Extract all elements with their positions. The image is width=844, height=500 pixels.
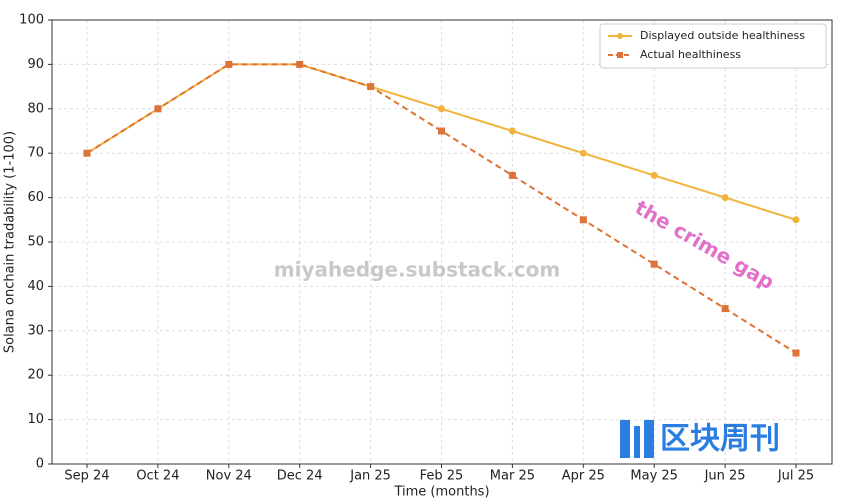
y-tick-label: 30 [27,323,44,338]
y-tick-label: 40 [27,279,44,294]
y-tick-label: 20 [27,368,44,383]
marker [650,171,658,179]
logo-box [634,426,640,458]
x-tick-label: May 25 [630,469,678,484]
x-tick-label: Feb 25 [420,469,464,484]
marker [721,305,729,313]
y-tick-label: 70 [27,146,44,161]
marker [579,216,587,224]
y-tick-label: 80 [27,101,44,116]
legend-marker [617,52,623,58]
y-tick-label: 100 [19,13,44,28]
marker [83,149,91,157]
legend-label: Displayed outside healthiness [640,29,805,42]
x-tick-label: Dec 24 [277,469,323,484]
series-line [86,63,797,354]
logo-box [644,420,654,458]
x-tick-label: Mar 25 [490,469,535,484]
marker [367,83,375,91]
y-tick-label: 10 [27,412,44,427]
marker [508,127,516,135]
legend-box [599,23,827,69]
x-tick-label: Sep 24 [64,469,109,484]
marker [225,60,233,68]
y-tick-label: 50 [27,235,44,250]
y-tick-label: 60 [27,190,44,205]
watermark: miyahedge.substack.com [274,258,560,282]
x-tick-label: Nov 24 [206,469,252,484]
legend-marker [617,33,623,39]
marker [579,149,587,157]
marker [438,105,445,113]
logo-text: 区块周刊 [660,422,780,457]
marker [650,260,658,268]
y-axis-label: Solana onchain tradability (1-100) [3,131,18,353]
marker [721,194,729,202]
x-axis-label: Time (months) [393,485,489,500]
marker [508,171,516,179]
legend-label: Actual healthiness [640,48,741,61]
y-tick-label: 0 [36,457,44,472]
y-tick-label: 90 [27,57,44,72]
marker [438,127,445,135]
marker [154,105,162,113]
x-tick-label: Apr 25 [562,469,605,484]
x-tick-label: Jul 25 [777,469,814,484]
plot-frame [51,19,833,465]
x-tick-label: Jan 25 [349,469,391,484]
marker [792,216,800,224]
x-tick-label: Oct 24 [136,469,179,484]
logo-box [620,420,630,458]
marker [296,60,304,68]
x-tick-label: Jun 25 [704,469,746,484]
marker [792,349,800,357]
